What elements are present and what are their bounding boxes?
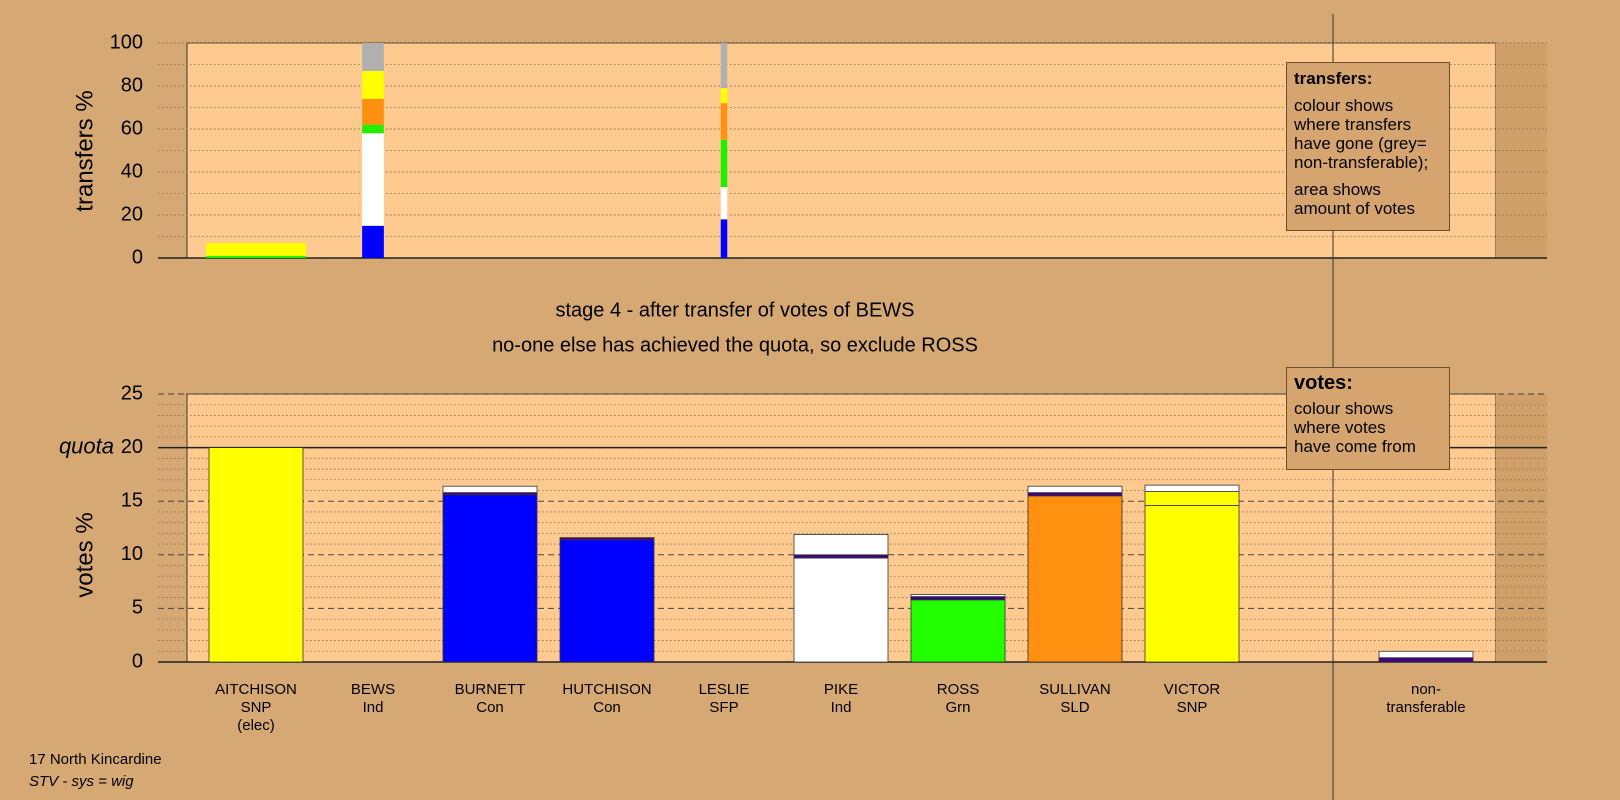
bottom-plot-margin [1496, 394, 1547, 662]
bar-segment [362, 133, 384, 226]
x-tick-label: non- [1411, 681, 1441, 698]
box-paragraph: area shows amount of votes [1294, 180, 1442, 218]
y-axis-label: transfers % [71, 90, 98, 211]
quota-label: quota [59, 433, 114, 458]
bar-segment [1027, 495, 1123, 663]
footer-system: STV - sys = wig [29, 773, 134, 790]
marks [206, 43, 1474, 663]
y-tick-label: 60 [121, 117, 143, 139]
bar-segment [559, 537, 655, 541]
box-line: have come from [1294, 437, 1416, 456]
y-tick-label: 20 [121, 203, 143, 225]
bar-segment [442, 494, 538, 663]
bar-segment [720, 219, 728, 258]
y-tick-label: 0 [132, 246, 143, 268]
bar-segment [793, 557, 889, 663]
bar-segment [362, 98, 384, 125]
bar-segment [362, 70, 384, 99]
x-tick-label: Ind [363, 699, 384, 716]
bar-segment [442, 485, 538, 494]
box-line: where transfers [1294, 115, 1412, 134]
box-line: non-transferable); [1294, 153, 1429, 172]
x-tick-label: PIKE [824, 681, 858, 698]
box-line: where votes [1294, 418, 1386, 437]
chart-subtitle: no-one else has achieved the quota, so e… [492, 334, 978, 356]
bar-segment [1378, 650, 1474, 659]
box-title: transfers: [1294, 69, 1373, 88]
x-tick-label: SNP [241, 699, 272, 716]
y-tick-label: 100 [110, 31, 143, 53]
box-line: have gone (grey= [1294, 134, 1427, 153]
x-tick-label: AITCHISON [215, 681, 297, 698]
x-tick-label: SULLIVAN [1039, 681, 1110, 698]
x-tick-label: VICTOR [1164, 681, 1221, 698]
bar-segment [910, 594, 1006, 598]
y-tick-label: 80 [121, 74, 143, 96]
bar-segment [1027, 485, 1123, 494]
bar-segment [208, 447, 304, 663]
bar-segment [720, 139, 728, 188]
bar-segment [559, 539, 655, 663]
box-line: amount of votes [1294, 199, 1415, 218]
x-tick-label: Ind [831, 699, 852, 716]
y-tick-label: 20 [121, 436, 143, 458]
footer-place: 17 North Kincardine [29, 751, 162, 768]
bar-segment [362, 124, 384, 134]
bar-segment [206, 255, 306, 258]
y-tick-label: 0 [132, 650, 143, 672]
x-tick-label: transferable [1386, 699, 1465, 716]
box-line: colour shows [1294, 399, 1394, 418]
y-tick-label: 25 [121, 382, 143, 404]
x-tick-label: SFP [709, 699, 738, 716]
x-tick-label: SLD [1060, 699, 1089, 716]
x-tick-label: LESLIE [699, 681, 750, 698]
y-tick-label: 10 [121, 543, 143, 565]
x-tick-label: Grn [945, 699, 970, 716]
x-tick-label: Con [476, 699, 504, 716]
labels: 0204060801000510152025quotaAITCHISONSNP(… [59, 31, 1466, 734]
bar-segment [1144, 491, 1240, 506]
box-title: votes: [1294, 372, 1353, 394]
box-line: colour shows [1294, 96, 1394, 115]
votes-legend-box: votes: colour shows where votes have com… [1286, 367, 1450, 470]
box-paragraph: colour shows where transfers have gone (… [1294, 96, 1442, 172]
bar-segment [362, 225, 384, 258]
bar-segment [720, 103, 728, 140]
y-axis-label: votes % [71, 512, 98, 597]
bar-segment [206, 242, 306, 256]
x-tick-label: SNP [1177, 699, 1208, 716]
transfers-legend-box: transfers: colour shows where transfers … [1286, 62, 1450, 231]
box-paragraph: colour shows where votes have come from [1294, 399, 1442, 456]
x-tick-label: BURNETT [455, 681, 526, 698]
bar-segment [793, 534, 889, 556]
bar-segment [1144, 484, 1240, 492]
y-tick-label: 15 [121, 489, 143, 511]
y-tick-label: 40 [121, 160, 143, 182]
bar-segment [362, 43, 384, 71]
chart-title: stage 4 - after transfer of votes of BEW… [555, 299, 914, 321]
x-tick-label: (elec) [237, 717, 275, 734]
bar-segment [1144, 505, 1240, 663]
box-line: area shows [1294, 180, 1381, 199]
bar-segment [793, 554, 889, 559]
bar-segment [720, 43, 728, 89]
bar-segment [1378, 657, 1474, 663]
y-tick-label: 5 [132, 597, 143, 619]
bar-segment [720, 187, 728, 220]
bar-segment [1027, 492, 1123, 497]
bar-segment [910, 596, 1006, 601]
x-tick-label: ROSS [937, 681, 980, 698]
x-tick-label: HUTCHISON [562, 681, 651, 698]
bar-segment [910, 599, 1006, 663]
x-tick-label: Con [593, 699, 621, 716]
x-tick-label: BEWS [351, 681, 395, 698]
top-plot-area [186, 42, 1497, 259]
bar-segment [720, 88, 728, 104]
